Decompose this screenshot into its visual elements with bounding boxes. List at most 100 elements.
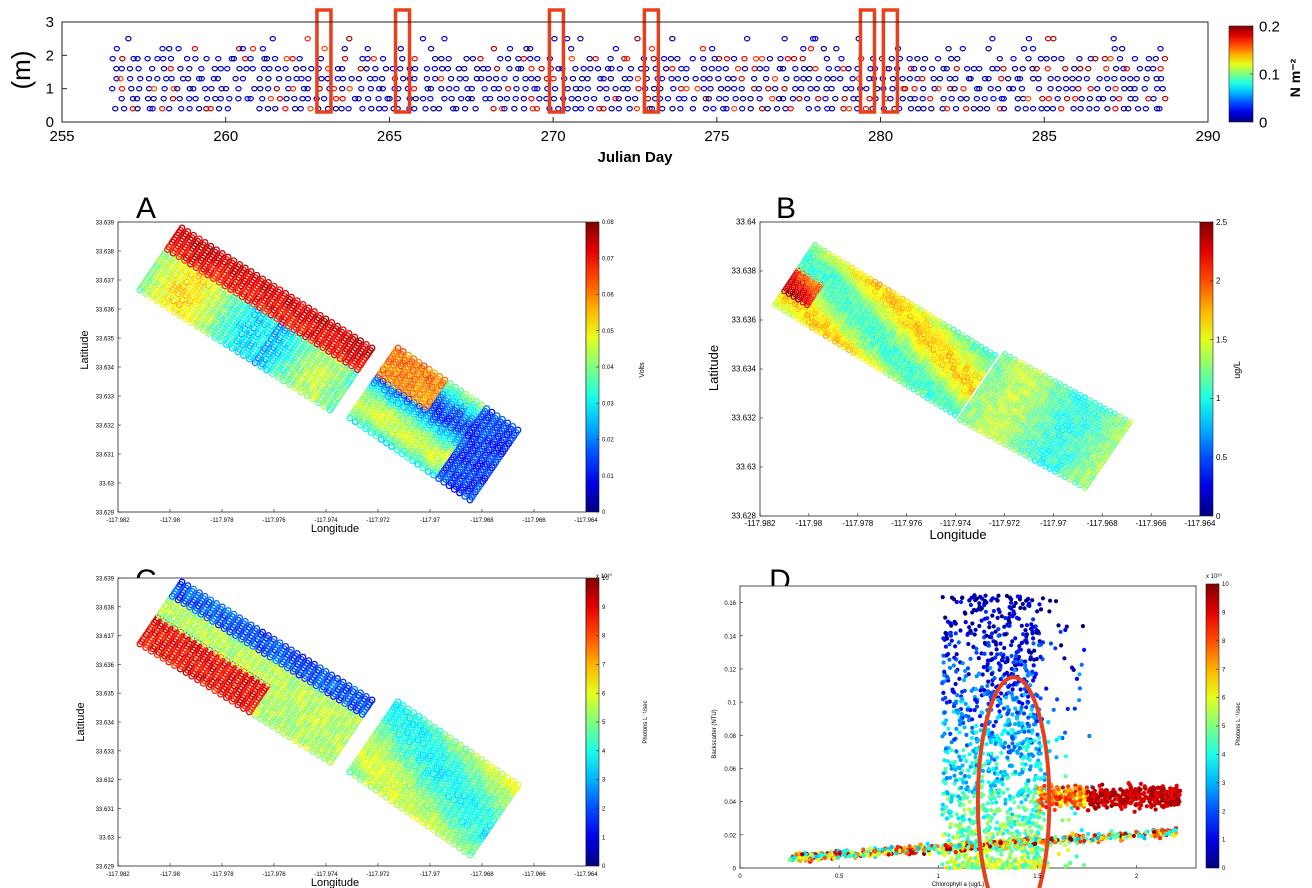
- stress-point: [1024, 95, 1032, 102]
- stress-point: [580, 65, 587, 72]
- stress-point: [512, 95, 519, 102]
- stress-point: [1153, 105, 1161, 112]
- stress-point: [273, 85, 280, 92]
- stress-point: [446, 85, 453, 92]
- stress-point: [215, 55, 222, 62]
- stress-point: [689, 55, 696, 62]
- track-point: [322, 315, 330, 323]
- stress-point: [299, 95, 306, 102]
- stress-point: [159, 105, 166, 112]
- stress-point: [752, 55, 760, 62]
- track-point: [399, 348, 407, 356]
- stress-point: [582, 95, 590, 102]
- track-point: [184, 228, 192, 236]
- stress-point: [805, 105, 812, 112]
- stress-point: [928, 65, 936, 72]
- stress-point: [215, 105, 223, 112]
- stress-point: [732, 95, 739, 102]
- stress-point: [911, 95, 918, 102]
- stress-point: [823, 55, 831, 62]
- y-tick-label: 33.633: [96, 395, 115, 401]
- stress-point: [113, 65, 120, 72]
- stress-point: [452, 105, 460, 112]
- stress-point: [633, 105, 641, 112]
- stress-point: [920, 105, 927, 112]
- stress-point: [357, 65, 364, 72]
- stress-point: [848, 85, 855, 92]
- top-x-tick-label: 275: [704, 128, 729, 145]
- x-tick-label: -117.966: [522, 518, 546, 524]
- stress-point: [906, 55, 913, 62]
- stress-point: [427, 85, 435, 92]
- stress-point: [366, 75, 374, 82]
- stress-point: [146, 105, 153, 112]
- stress-point: [266, 65, 273, 72]
- stress-point: [1157, 45, 1164, 52]
- stress-point: [168, 75, 175, 82]
- stress-point: [438, 55, 445, 62]
- stress-point: [529, 105, 536, 112]
- stress-point: [468, 85, 475, 92]
- panel-a-colorbar-tick-label: 0.04: [602, 365, 614, 371]
- stress-point: [478, 75, 485, 82]
- stress-point: [1152, 55, 1159, 62]
- stress-point: [604, 65, 612, 72]
- stress-point: [334, 75, 341, 82]
- stress-point: [567, 45, 575, 52]
- track-point: [351, 333, 359, 341]
- stress-point: [985, 75, 992, 82]
- stress-point: [135, 85, 143, 92]
- stress-point: [1047, 85, 1054, 92]
- stress-point: [1029, 65, 1036, 72]
- stress-point: [191, 45, 199, 52]
- stress-point: [271, 55, 279, 62]
- stress-point: [1000, 65, 1007, 72]
- y-tick-label: 33.636: [732, 316, 757, 325]
- stress-point: [495, 85, 503, 92]
- stress-point: [207, 105, 214, 112]
- stress-point: [781, 85, 788, 92]
- stress-point: [779, 65, 787, 72]
- top-y-tick-label: 0: [46, 114, 54, 131]
- stress-point: [247, 55, 254, 62]
- stress-point: [453, 85, 460, 92]
- top-x-ticks: 255 260 265 270 275 280 285 290: [49, 117, 1221, 145]
- stress-point: [1058, 105, 1065, 112]
- stress-point: [766, 55, 774, 62]
- stress-point: [862, 105, 870, 112]
- stress-point: [210, 75, 218, 82]
- stress-point: [578, 105, 585, 112]
- stress-point: [300, 85, 308, 92]
- stress-point: [230, 55, 238, 62]
- highlight-box: [642, 8, 661, 114]
- stress-point: [504, 85, 512, 92]
- stress-point: [608, 65, 615, 72]
- stress-point: [782, 105, 789, 112]
- stress-point: [1120, 105, 1128, 112]
- top-x-tick-label: 260: [213, 128, 238, 145]
- stress-point: [371, 75, 379, 82]
- stress-point: [578, 75, 586, 82]
- stress-point: [364, 95, 372, 102]
- stress-point: [840, 105, 847, 112]
- stress-point: [1112, 85, 1119, 92]
- top-x-tick-label: 290: [1195, 128, 1220, 145]
- y-tick-label: 33.632: [732, 414, 757, 423]
- stress-point: [724, 75, 732, 82]
- stress-point: [669, 65, 676, 72]
- stress-point: [118, 65, 125, 72]
- stress-point: [715, 95, 723, 102]
- stress-point: [840, 65, 847, 72]
- stress-point: [967, 75, 974, 82]
- stress-point: [945, 45, 952, 52]
- stress-point: [756, 65, 764, 72]
- stress-point: [501, 75, 508, 82]
- panel-b-colorbar-label: ug/L: [1232, 361, 1242, 379]
- track-point: [316, 311, 324, 319]
- stress-point: [928, 105, 935, 112]
- stress-point: [1016, 75, 1024, 82]
- stress-point: [396, 65, 404, 72]
- stress-point: [910, 65, 918, 72]
- stress-point: [422, 105, 429, 112]
